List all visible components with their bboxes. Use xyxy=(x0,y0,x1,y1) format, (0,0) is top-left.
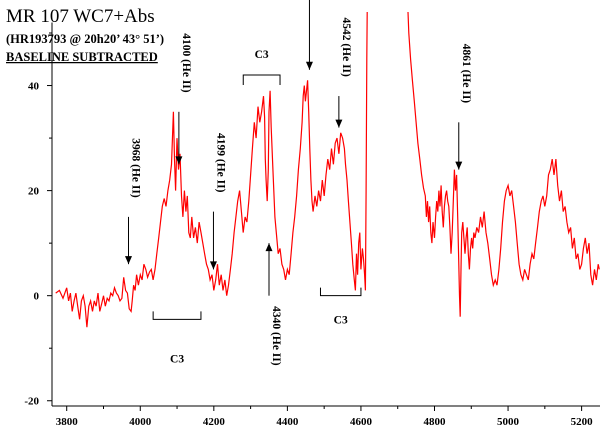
spectrum-series-1 xyxy=(55,12,368,328)
chart-title: MR 107 WC7+Abs xyxy=(6,6,155,27)
c3-bracket xyxy=(319,287,362,297)
y-tick-label: 40 xyxy=(28,81,40,93)
annotation-label: 4340 (He II) xyxy=(270,306,282,366)
x-tick-label: 3800 xyxy=(56,416,79,428)
plot-area: 3800 4000 4200 4400 4600 4800 5000 5200 -20 0 20 40… xyxy=(24,0,600,428)
annotation-arrow-head xyxy=(335,119,343,128)
spectrum-series-2 xyxy=(407,12,600,317)
x-tick-label: 4600 xyxy=(350,416,373,428)
annotation-arrow-head xyxy=(455,161,463,170)
x-tick-label: 5000 xyxy=(497,416,520,428)
y-tick-label: 20 xyxy=(28,186,40,198)
chart-subtitle: (HR193793 @ 20h20’ 43° 51’) xyxy=(6,32,164,46)
annotation-label: 3968 (He II) xyxy=(129,138,141,198)
annotation-label: 4199 (He II) xyxy=(214,133,226,193)
c3-bracket xyxy=(242,74,281,86)
x-tick-label: 4800 xyxy=(423,416,446,428)
bracket-label: C3 xyxy=(170,354,184,366)
bracket-label: C3 xyxy=(334,314,348,326)
x-tick-label: 4000 xyxy=(129,416,152,428)
annotation-arrow-head xyxy=(124,256,132,265)
x-tick-label: 4200 xyxy=(203,416,226,428)
annotation-arrow-head xyxy=(305,61,313,70)
c3-bracket xyxy=(152,311,202,320)
x-tick-label: 4400 xyxy=(276,416,299,428)
y-tick-label: 0 xyxy=(34,291,40,303)
annotation-arrow-head xyxy=(175,156,183,165)
x-tick-label: 5200 xyxy=(571,416,594,428)
annotation-label: 4861 (He II) xyxy=(460,44,472,104)
y-tick-label: -20 xyxy=(24,396,39,408)
annotation-label: 4542 (He II) xyxy=(340,17,352,77)
annotation-arrow-head xyxy=(209,261,217,270)
annotation-arrow-head xyxy=(265,243,273,252)
bracket-label: C3 xyxy=(255,49,269,61)
annotation-label: 4100 (He II) xyxy=(180,33,192,93)
baseline-note: BASELINE SUBTRACTED xyxy=(6,50,158,64)
